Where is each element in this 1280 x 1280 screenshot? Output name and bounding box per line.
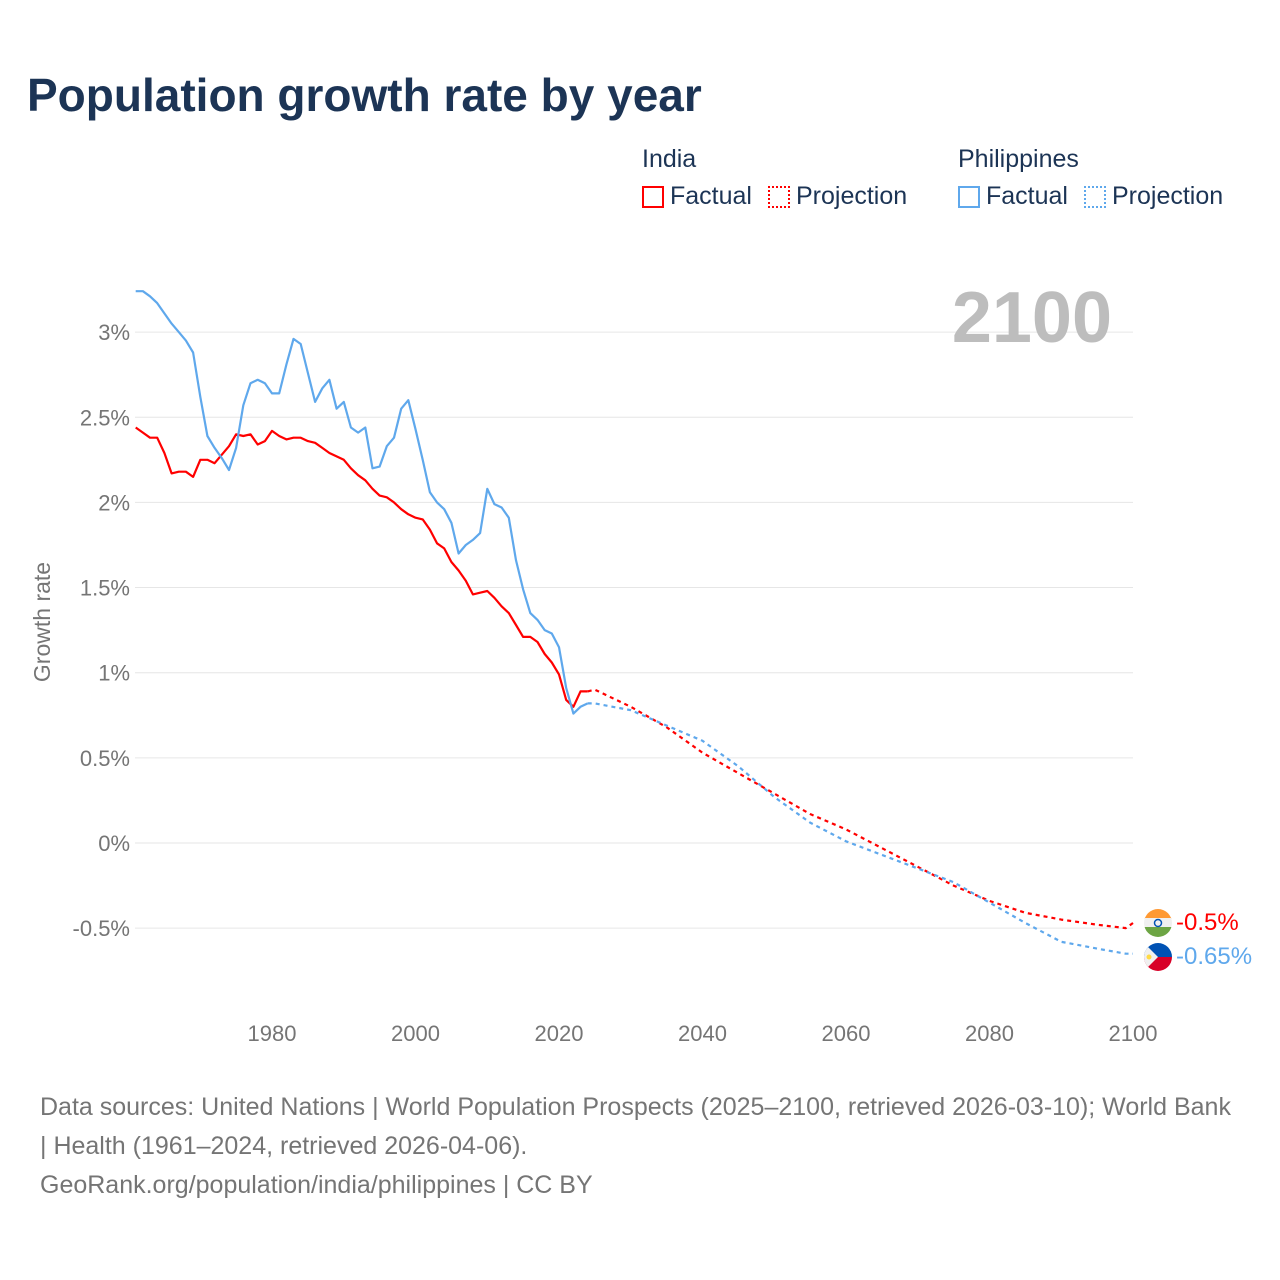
- legend-india-projection[interactable]: Projection: [767, 182, 908, 211]
- legend-group-label: Philippines: [958, 145, 1079, 173]
- y-tick-label: -0.5%: [73, 916, 130, 941]
- legend-philippines-projection[interactable]: Projection: [1083, 182, 1224, 211]
- dotted-swatch-icon: [1083, 185, 1106, 208]
- philippines-projection-line: [587, 702, 1133, 955]
- y-tick-label: 0.5%: [80, 746, 130, 771]
- x-tick-label: 2080: [965, 1021, 1014, 1046]
- y-tick-label: 3%: [98, 320, 130, 345]
- y-axis-label: Growth rate: [29, 562, 55, 682]
- legend-india: India Factual Projection: [642, 145, 907, 211]
- philippines-factual-line: [135, 290, 589, 715]
- legend-india-factual[interactable]: Factual: [642, 182, 752, 211]
- chart-title: Population growth rate by year: [27, 69, 702, 121]
- x-tick-label: 2100: [1109, 1021, 1158, 1046]
- india-end-label: -0.5%: [1176, 909, 1239, 936]
- x-tick-label: 2020: [535, 1021, 584, 1046]
- india-factual-line: [135, 426, 588, 708]
- philippines-flag-icon: [1144, 943, 1172, 971]
- legend-philippines: Philippines Factual Projection: [958, 145, 1223, 211]
- legend-group-label: India: [642, 145, 697, 173]
- x-tick-label: 2060: [822, 1021, 871, 1046]
- legend-label: Factual: [986, 182, 1068, 210]
- year-indicator: 2100: [952, 278, 1112, 358]
- footer: Data sources: United Nations | World Pop…: [40, 1088, 1240, 1205]
- data-sources: Data sources: United Nations | World Pop…: [40, 1093, 1231, 1160]
- y-tick-label: 1%: [98, 661, 130, 686]
- legend-label: Projection: [1111, 182, 1224, 210]
- x-tick-label: 2040: [678, 1021, 727, 1046]
- x-tick-label: 2000: [391, 1021, 440, 1046]
- y-tick-label: 0%: [98, 831, 130, 856]
- solid-swatch-icon: [958, 185, 980, 208]
- legend-label: Factual: [670, 182, 752, 210]
- y-tick-label: 2%: [98, 490, 130, 515]
- y-tick-label: 2.5%: [80, 405, 130, 430]
- chart-area: -0.5% 0% 0.5% 1% 1.5% 2% 2.5% 3% 1980 2000 2020 204…: [29, 278, 1252, 1046]
- legend-philippines-factual[interactable]: Factual: [958, 182, 1068, 211]
- solid-swatch-icon: [642, 185, 664, 208]
- india-projection-line: [587, 688, 1134, 930]
- india-flag-icon: [1144, 909, 1172, 937]
- dotted-swatch-icon: [767, 185, 790, 208]
- legend-label: Projection: [795, 182, 908, 210]
- source-link[interactable]: GeoRank.org/population/india/philippines…: [40, 1171, 593, 1199]
- y-tick-label: 1.5%: [80, 576, 130, 601]
- x-tick-label: 1980: [248, 1021, 297, 1046]
- philippines-end-label: -0.65%: [1176, 943, 1252, 970]
